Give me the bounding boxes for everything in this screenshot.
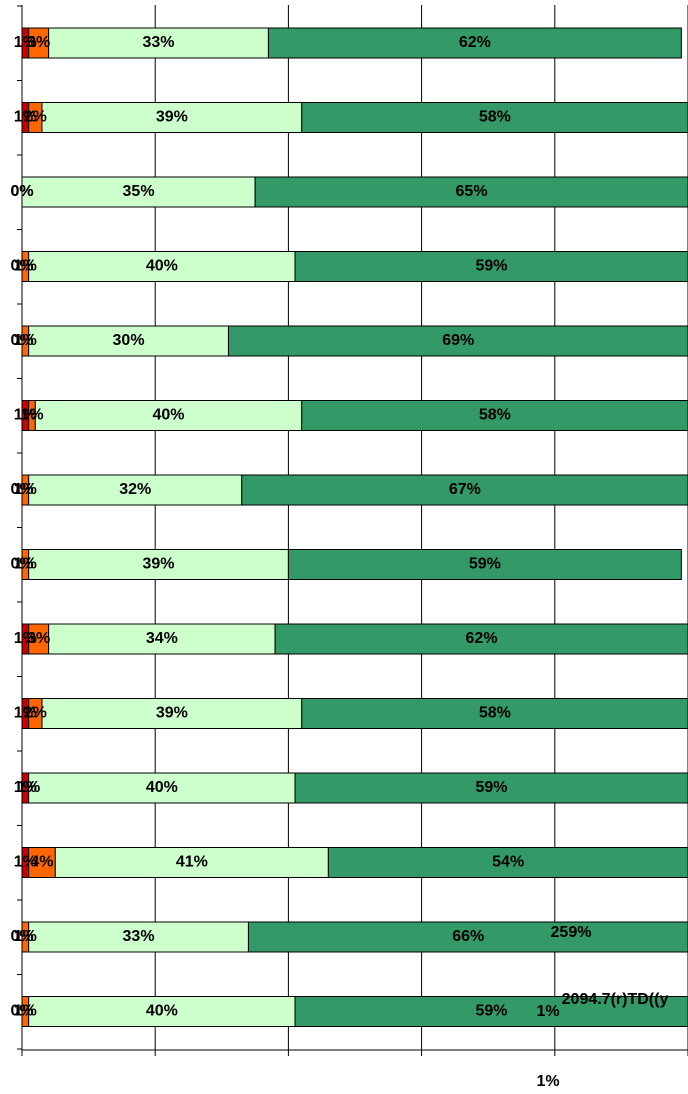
annotation: 259% — [551, 924, 592, 941]
data-label: 32% — [119, 481, 151, 498]
bar-segment — [227, 325, 688, 357]
data-label: 40% — [146, 779, 178, 796]
data-label: 58% — [479, 705, 511, 722]
bar-segment — [274, 623, 688, 655]
bar-segment — [294, 251, 688, 282]
bar-segment — [241, 474, 688, 506]
data-label: 62% — [466, 630, 498, 647]
data-label: 1% — [14, 556, 37, 573]
data-label: 67% — [449, 481, 481, 498]
data-label: 62% — [459, 34, 491, 51]
bar-segment — [294, 772, 688, 804]
data-label: 1% — [20, 407, 43, 424]
bar-segment — [247, 921, 688, 953]
data-label: 0% — [10, 258, 33, 275]
data-label: 0% — [10, 928, 33, 945]
bar-segment — [28, 251, 296, 282]
data-label: 1% — [14, 109, 37, 126]
data-label: 0% — [10, 183, 33, 200]
bar-segment — [28, 996, 296, 1027]
bar-segment — [327, 847, 688, 878]
data-label: 1% — [14, 854, 37, 871]
data-label: 0% — [10, 1003, 33, 1020]
data-label: 40% — [153, 407, 185, 424]
bar-segment — [28, 921, 249, 953]
data-label: 59% — [469, 556, 501, 573]
data-label: 3% — [27, 630, 50, 647]
data-label: 1% — [14, 779, 37, 796]
annotation: 1% — [536, 1003, 559, 1020]
data-label: 1% — [17, 779, 40, 796]
data-label: 40% — [146, 1003, 178, 1020]
data-label: 59% — [476, 1003, 508, 1020]
bar-segment — [28, 549, 289, 580]
data-label: 1% — [14, 332, 37, 349]
data-label: 0% — [10, 332, 33, 349]
data-label: 59% — [476, 779, 508, 796]
bar-segment — [294, 996, 688, 1027]
data-label: 2% — [24, 109, 47, 126]
data-label: 34% — [146, 630, 178, 647]
bar-segment — [48, 623, 276, 655]
data-label: 59% — [476, 258, 508, 275]
bar-segment — [41, 102, 303, 133]
annotation: 1% — [536, 1073, 559, 1090]
data-label: 54% — [492, 854, 524, 871]
bar-segment — [287, 549, 682, 580]
data-label: 39% — [143, 556, 175, 573]
bar-segment — [267, 27, 682, 59]
data-label: 1% — [14, 258, 37, 275]
bar-segment — [48, 27, 269, 59]
data-label: 1% — [14, 34, 37, 51]
bar-segment — [254, 176, 688, 208]
data-label: 66% — [452, 928, 484, 945]
data-label: 0% — [10, 183, 33, 200]
bar-segment — [301, 400, 688, 431]
data-label: 39% — [156, 705, 188, 722]
annotation: 2094.7(r)TD((y — [562, 991, 669, 1008]
data-label: 0% — [10, 556, 33, 573]
data-label: 35% — [123, 183, 155, 200]
data-label: 69% — [442, 332, 474, 349]
data-label: 4% — [30, 854, 53, 871]
data-label: 1% — [14, 928, 37, 945]
data-label: 1% — [14, 481, 37, 498]
bar-segment — [41, 698, 303, 729]
data-label: 0% — [10, 481, 33, 498]
bar-segment — [301, 102, 688, 133]
data-label: 33% — [123, 928, 155, 945]
data-label: 2% — [24, 705, 47, 722]
data-label: 40% — [146, 258, 178, 275]
bar-segment — [34, 400, 303, 431]
data-label: 39% — [156, 109, 188, 126]
data-label: 1% — [14, 630, 37, 647]
data-label: 58% — [479, 407, 511, 424]
data-label: 1% — [14, 705, 37, 722]
data-label: 41% — [176, 854, 208, 871]
data-label: 1% — [14, 407, 37, 424]
data-label: 58% — [479, 109, 511, 126]
data-label: 1% — [14, 1003, 37, 1020]
data-label: 3% — [27, 34, 50, 51]
data-label: 33% — [143, 34, 175, 51]
data-label: 65% — [456, 183, 488, 200]
data-label: 30% — [113, 332, 145, 349]
bar-segment — [301, 698, 688, 729]
